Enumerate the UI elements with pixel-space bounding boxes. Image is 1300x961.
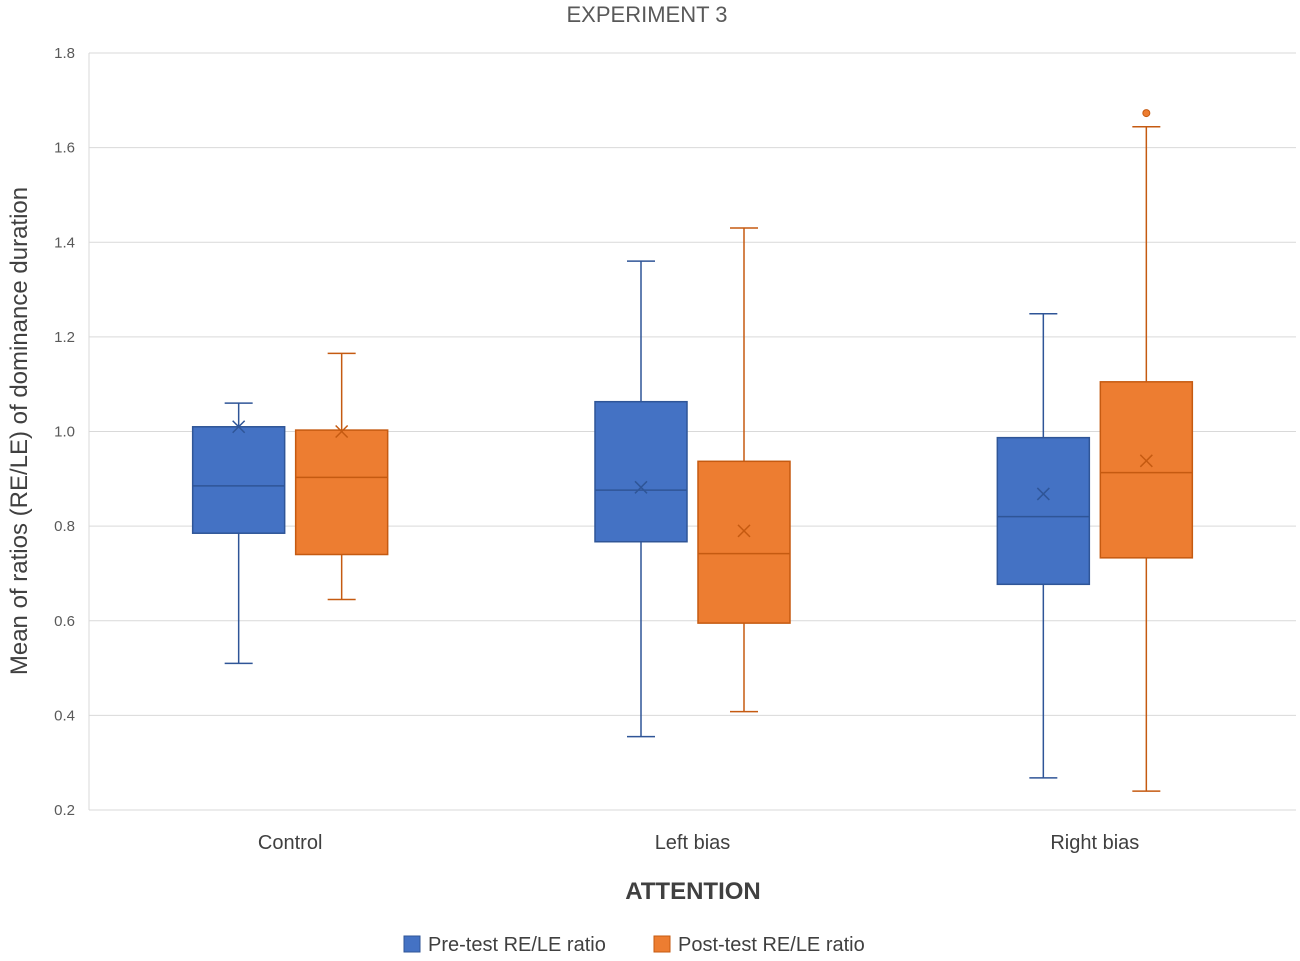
- mean-marker-stroke: [232, 420, 246, 434]
- box-right-bias-pre: [996, 312, 1091, 779]
- legend-swatch: [653, 935, 671, 953]
- outlier-point: [1142, 109, 1151, 118]
- legend-label: Pre-test RE/LE ratio: [428, 934, 606, 956]
- iqr-box: [996, 436, 1091, 586]
- chart-title: EXPERIMENT 3: [567, 2, 728, 27]
- mean-marker: [1036, 487, 1050, 501]
- mean-marker-stroke: [1139, 454, 1153, 468]
- mean-marker-stroke: [1036, 487, 1050, 501]
- mean-marker: [232, 420, 246, 434]
- x-category-label: Right bias: [1050, 832, 1139, 854]
- legend-item-pre-test: Pre-test RE/LE ratio: [403, 934, 606, 956]
- iqr-box: [1099, 381, 1194, 559]
- iqr-box: [191, 426, 286, 534]
- iqr-box: [594, 400, 688, 543]
- legend-item-post-test: Post-test RE/LE ratio: [653, 934, 865, 956]
- box-series: [191, 109, 1194, 792]
- y-tick-label: 1.0: [54, 424, 75, 441]
- y-tick-label: 0.6: [54, 613, 75, 630]
- box-right-bias-post: [1099, 109, 1194, 792]
- y-tick-label: 0.8: [54, 518, 75, 535]
- mean-marker: [737, 524, 751, 538]
- y-tick-label: 1.6: [54, 140, 75, 157]
- box-control-pre: [191, 402, 286, 665]
- x-category-label: Control: [258, 832, 322, 854]
- legend-label: Post-test RE/LE ratio: [678, 934, 865, 956]
- y-tick-label: 0.2: [54, 802, 75, 819]
- mean-marker: [335, 424, 349, 439]
- y-axis-ticks: 0.2 0.4 0.6 0.8 1.0 1.2 1.4 1.6 1.8: [54, 45, 75, 819]
- box-control-post: [294, 352, 389, 601]
- x-axis-title: ATTENTION: [625, 878, 761, 905]
- mean-marker-stroke: [737, 524, 751, 538]
- iqr-box: [697, 460, 791, 624]
- legend: Pre-test RE/LE ratio Post-test RE/LE rati…: [403, 934, 865, 956]
- y-tick-label: 0.4: [54, 707, 75, 724]
- y-tick-label: 1.8: [54, 45, 75, 62]
- x-axis-categories: Control Left bias Right bias: [258, 832, 1139, 854]
- y-axis-title: Mean of ratios (RE/LE) of dominance dura…: [6, 187, 33, 675]
- mean-marker: [1139, 454, 1153, 468]
- mean-marker-stroke: [335, 424, 349, 439]
- mean-marker-stroke: [634, 480, 648, 494]
- y-tick-label: 1.2: [54, 329, 75, 346]
- legend-swatch: [403, 935, 421, 953]
- iqr-box: [294, 429, 389, 556]
- y-tick-label: 1.4: [54, 234, 75, 251]
- box-left-bias-pre: [594, 260, 688, 738]
- box-left-bias-post: [697, 227, 791, 713]
- grid-lines: [88, 52, 1296, 811]
- x-category-label: Left bias: [655, 832, 731, 854]
- mean-marker: [634, 480, 648, 494]
